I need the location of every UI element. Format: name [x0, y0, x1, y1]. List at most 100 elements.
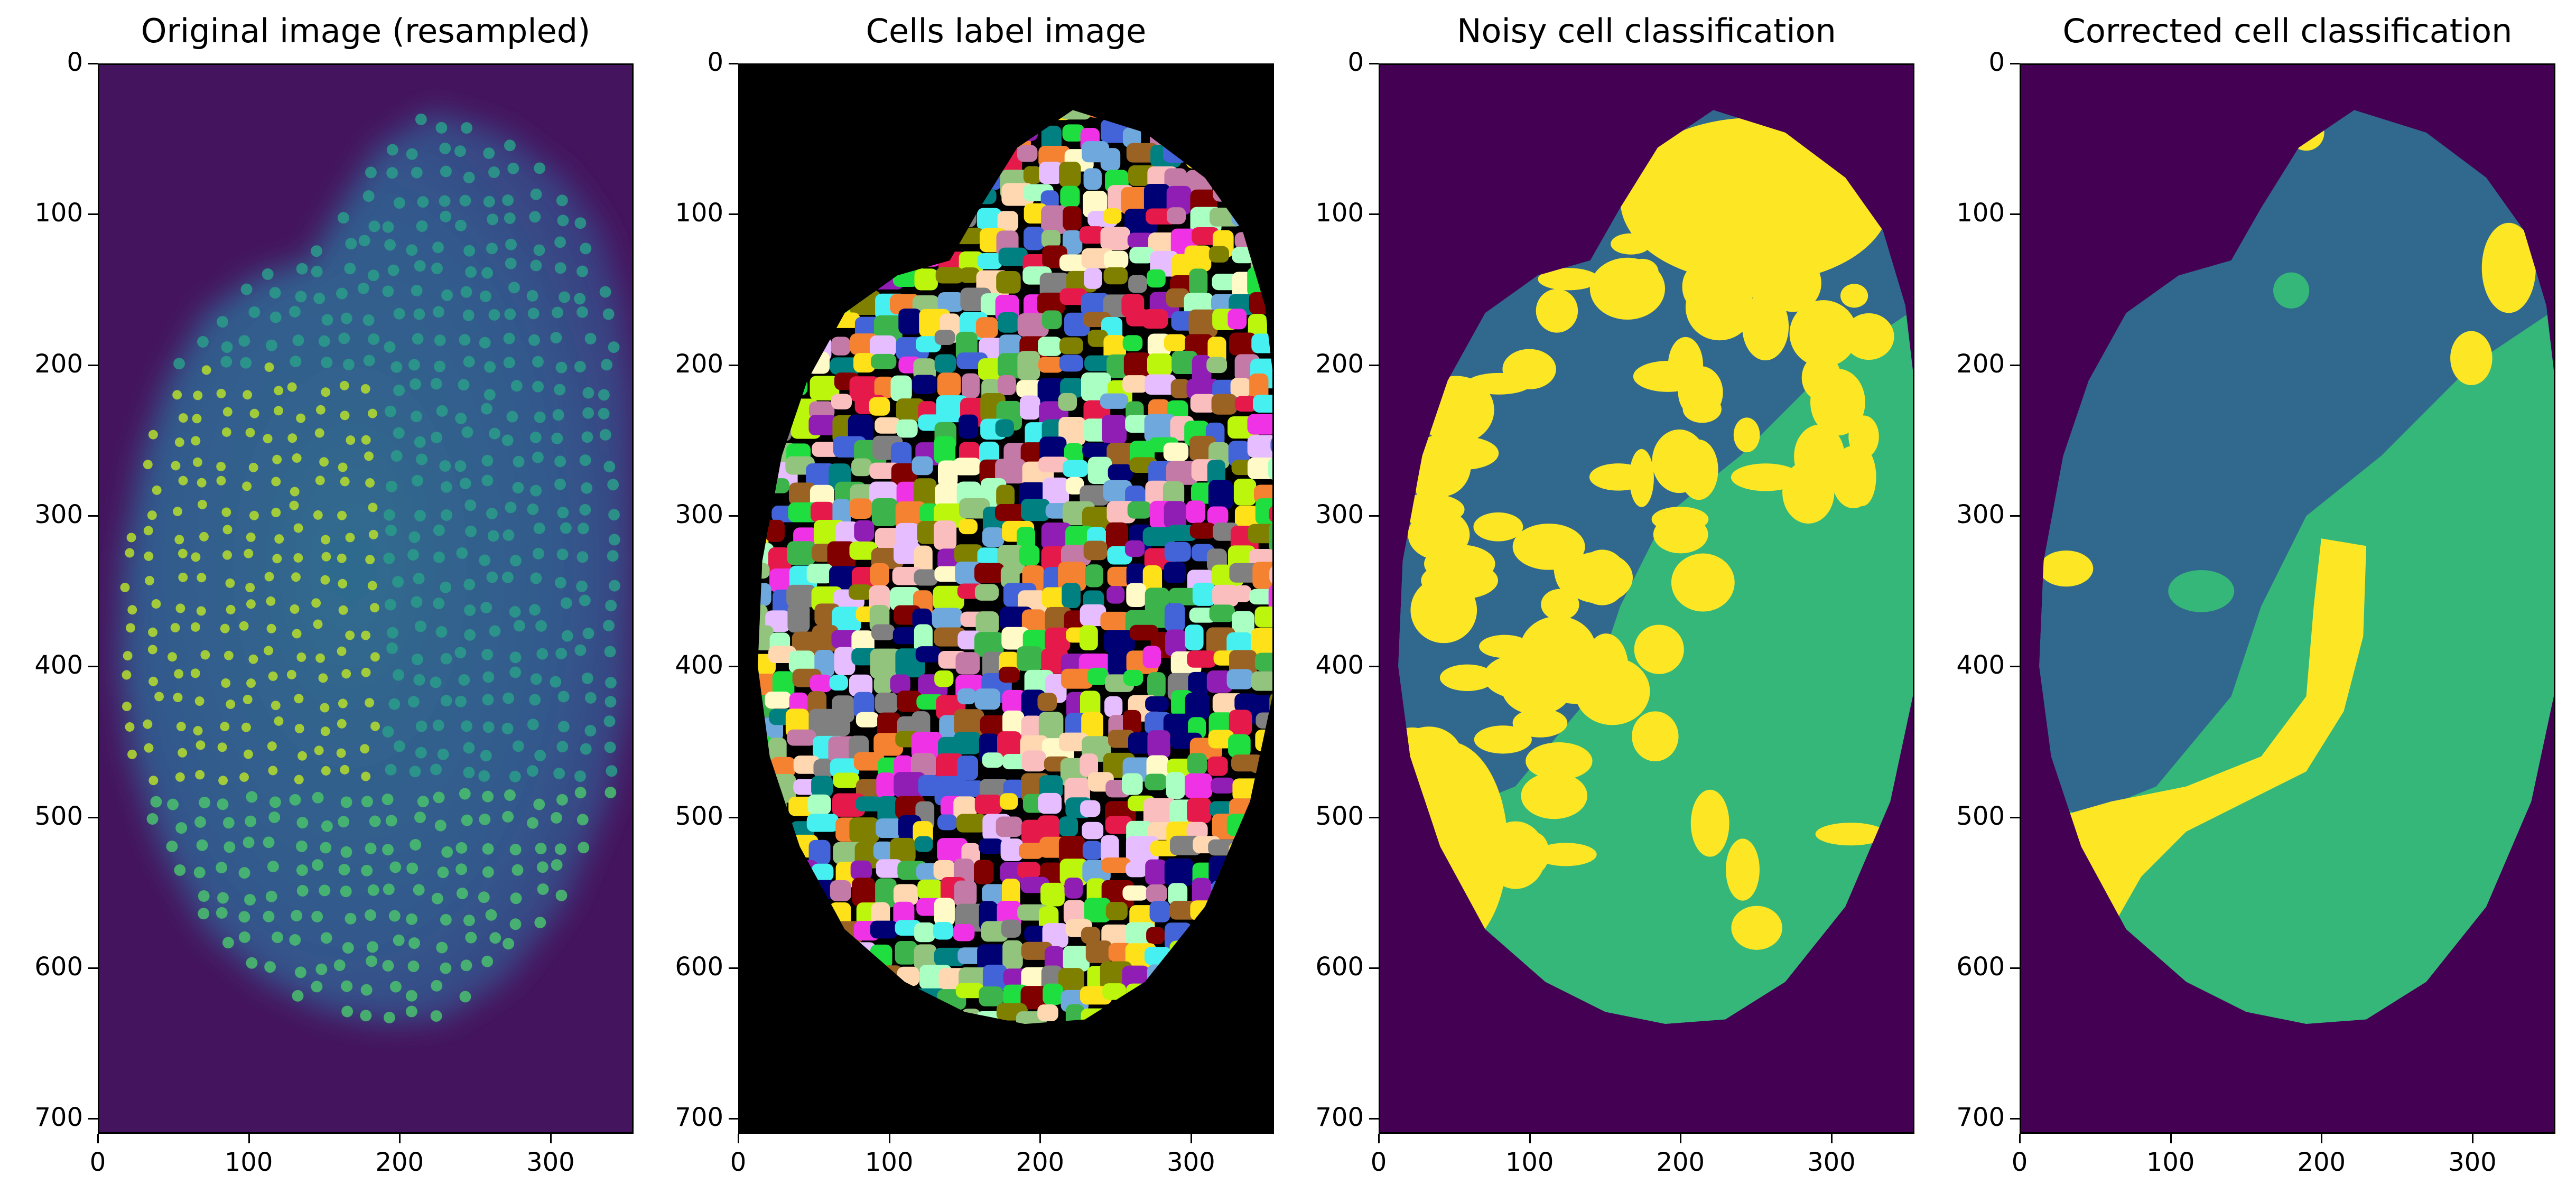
y-tick-label: 0	[1988, 48, 2005, 77]
labels-image	[740, 65, 1272, 1132]
y-tick-mark	[729, 213, 738, 216]
y-tick-mark	[1369, 63, 1379, 64]
y-tick-mark	[2010, 364, 2020, 366]
y-tick-label: 600	[1315, 952, 1364, 982]
y-tick-mark	[88, 515, 98, 517]
x-tick-label: 200	[375, 1148, 424, 1177]
panel-title: Original image (resampled)	[141, 12, 591, 50]
x-tick-mark	[97, 1134, 99, 1143]
y-tick-label: 700	[675, 1103, 723, 1133]
x-tick-mark	[399, 1134, 401, 1143]
noisy-image	[1380, 65, 1913, 1132]
original-image	[99, 65, 632, 1132]
y-tick-mark	[1369, 213, 1379, 216]
y-tick-label: 600	[1956, 952, 2005, 982]
x-tick-label: 100	[224, 1148, 273, 1177]
x-tick-label: 200	[2297, 1148, 2346, 1177]
y-tick-mark	[88, 63, 98, 64]
x-tick-mark	[550, 1134, 552, 1143]
y-tick-mark	[88, 364, 98, 366]
y-tick-label: 300	[34, 500, 83, 530]
y-tick-label: 100	[1956, 198, 2005, 228]
y-tick-label: 400	[34, 650, 83, 680]
y-tick-label: 200	[675, 349, 723, 379]
image-axes	[738, 63, 1274, 1134]
x-tick-mark	[888, 1134, 890, 1143]
x-tick-mark	[1378, 1134, 1380, 1143]
x-tick-label: 0	[89, 1148, 106, 1177]
x-tick-label: 300	[1807, 1148, 1856, 1177]
y-tick-label: 200	[1956, 349, 2005, 379]
image-axes	[2020, 63, 2555, 1134]
y-tick-mark	[88, 666, 98, 668]
y-tick-label: 0	[67, 48, 83, 77]
y-tick-label: 500	[1956, 801, 2005, 831]
y-tick-label: 700	[1956, 1103, 2005, 1133]
y-tick-label: 300	[1315, 500, 1364, 530]
x-tick-mark	[2471, 1134, 2473, 1143]
y-tick-mark	[729, 967, 738, 969]
y-tick-label: 500	[675, 801, 723, 831]
x-tick-label: 100	[1505, 1148, 1554, 1177]
x-tick-label: 0	[1370, 1148, 1387, 1177]
y-tick-mark	[729, 364, 738, 366]
y-tick-label: 100	[1315, 198, 1364, 228]
y-tick-mark	[2010, 816, 2020, 818]
x-tick-label: 100	[2146, 1148, 2195, 1177]
y-tick-mark	[88, 213, 98, 216]
y-tick-mark	[729, 515, 738, 517]
y-tick-label: 400	[1956, 650, 2005, 680]
x-tick-mark	[738, 1134, 739, 1143]
y-tick-mark	[2010, 1118, 2020, 1120]
x-tick-mark	[2170, 1134, 2172, 1143]
image-axes	[98, 63, 634, 1134]
y-tick-label: 400	[1315, 650, 1364, 680]
y-tick-label: 300	[1956, 500, 2005, 530]
x-tick-mark	[1830, 1134, 1833, 1143]
y-tick-mark	[1369, 666, 1379, 668]
panel-title: Noisy cell classification	[1457, 12, 1836, 50]
y-tick-label: 0	[707, 48, 723, 77]
y-tick-mark	[88, 816, 98, 818]
y-tick-mark	[2010, 63, 2020, 64]
y-tick-label: 200	[34, 349, 83, 379]
y-tick-mark	[1369, 364, 1379, 366]
y-tick-label: 100	[34, 198, 83, 228]
y-tick-label: 500	[34, 801, 83, 831]
y-tick-mark	[2010, 515, 2020, 517]
y-tick-label: 700	[1315, 1103, 1364, 1133]
y-tick-mark	[2010, 666, 2020, 668]
x-tick-label: 100	[864, 1148, 914, 1177]
panel-title: Cells label image	[866, 12, 1147, 50]
x-tick-label: 200	[1656, 1148, 1705, 1177]
y-tick-label: 100	[675, 198, 723, 228]
y-tick-label: 600	[675, 952, 723, 982]
x-tick-label: 300	[1167, 1148, 1215, 1177]
image-axes	[1379, 63, 1914, 1134]
x-tick-label: 0	[2011, 1148, 2028, 1177]
y-tick-mark	[2010, 967, 2020, 969]
x-tick-mark	[2019, 1134, 2021, 1143]
y-tick-label: 500	[1315, 801, 1364, 831]
y-tick-mark	[729, 816, 738, 818]
corrected-image	[2021, 65, 2554, 1132]
x-tick-mark	[1039, 1134, 1041, 1143]
x-tick-mark	[2321, 1134, 2323, 1143]
y-tick-label: 400	[675, 650, 723, 680]
panel-title: Corrected cell classification	[2062, 12, 2513, 50]
y-tick-mark	[1369, 967, 1379, 969]
y-tick-mark	[88, 967, 98, 969]
y-tick-mark	[1369, 1118, 1379, 1120]
y-tick-label: 200	[1315, 349, 1364, 379]
x-tick-label: 300	[2448, 1148, 2497, 1177]
y-tick-mark	[1369, 515, 1379, 517]
y-tick-label: 600	[34, 952, 83, 982]
x-tick-label: 0	[730, 1148, 747, 1177]
y-tick-mark	[1369, 816, 1379, 818]
y-tick-mark	[729, 1118, 738, 1120]
x-tick-mark	[1529, 1134, 1531, 1143]
x-tick-label: 200	[1016, 1148, 1065, 1177]
y-tick-mark	[2010, 213, 2020, 216]
y-tick-mark	[729, 63, 738, 64]
x-tick-mark	[1680, 1134, 1682, 1143]
